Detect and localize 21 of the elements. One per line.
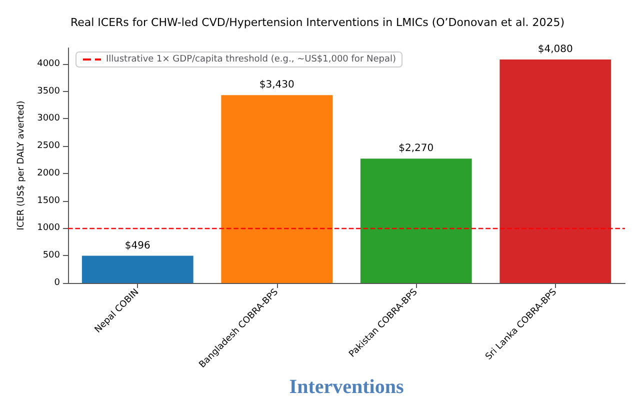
bar [500,60,612,283]
y-tick-label: 3000 [37,114,60,124]
legend-label: Illustrative 1× GDP/capita threshold (e.g., ~US$1,000 for Nepal) [106,54,396,64]
chart-title: Real ICERs for CHW-led CVD/Hypertension Interventions in LMICs (O’Donovan et al. 2025) [70,16,565,29]
y-tick-label: 2500 [37,141,60,152]
data-label: $3,430 [259,80,294,91]
data-label: $4,080 [538,44,573,55]
data-label: $2,270 [398,143,434,154]
data-label: $496 [124,240,150,252]
bar [360,158,472,283]
y-tick-label: 1000 [37,223,60,234]
y-axis-title: ICER (US$ per DALY averted) [16,100,27,230]
y-tick-label: 3500 [37,86,60,96]
y-tick-label: 500 [42,250,60,261]
y-tick-label: 2000 [37,168,60,178]
x-axis-title: Interventions [289,376,404,398]
y-tick-label: 4000 [37,58,60,69]
bar [82,256,194,283]
y-tick-label: 0 [54,278,60,288]
bar [221,95,333,283]
y-tick-label: 1500 [37,196,60,206]
